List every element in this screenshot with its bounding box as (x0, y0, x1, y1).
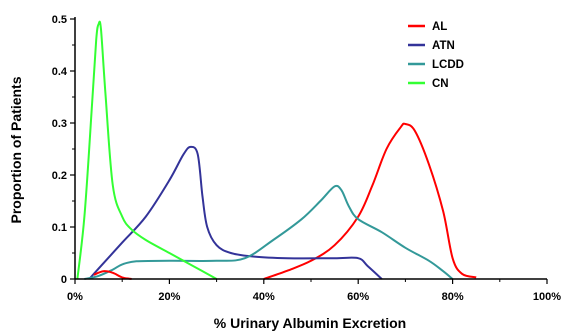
y-tick-label: 0.3 (52, 118, 67, 130)
x-tick-label: 20% (158, 291, 180, 303)
y-tick-label: 0.5 (52, 14, 67, 26)
legend: AL ATN LCDD CN (408, 21, 464, 90)
legend-label: LCDD (432, 59, 464, 71)
y-tick-label: 0 (61, 274, 67, 286)
y-tick-label: 0.4 (52, 66, 68, 78)
series-line-atn (88, 145, 383, 280)
series-line-lcdd (84, 184, 454, 280)
y-axis-title: Proportion of Patients (8, 76, 24, 223)
y-tick-label: 0.2 (52, 170, 67, 182)
x-tick-label: 100% (533, 291, 561, 303)
legend-item-atn: ATN (408, 40, 455, 52)
series-line-cn (76, 20, 218, 280)
series-layer (76, 20, 477, 280)
x-tick-label: 60% (347, 291, 369, 303)
x-tick-label: 40% (253, 291, 275, 303)
x-axis-title: % Urinary Albumin Excretion (214, 315, 406, 331)
legend-item-cn: CN (408, 78, 449, 90)
legend-item-lcdd: LCDD (408, 59, 464, 71)
legend-label: CN (432, 78, 449, 90)
x-tick-label: 80% (442, 291, 464, 303)
y-tick-label: 0.1 (52, 222, 67, 234)
legend-item-al: AL (408, 21, 447, 33)
x-tick-label: 0% (67, 291, 83, 303)
axes: 0% 20% 40% 60% 80% 100% 0 0.1 0.2 0.3 0.4 0.5 (52, 14, 562, 303)
series-line-extra-4 (93, 270, 132, 280)
legend-label: ATN (432, 40, 455, 52)
series-line-al (263, 122, 477, 280)
legend-label: AL (432, 21, 447, 33)
